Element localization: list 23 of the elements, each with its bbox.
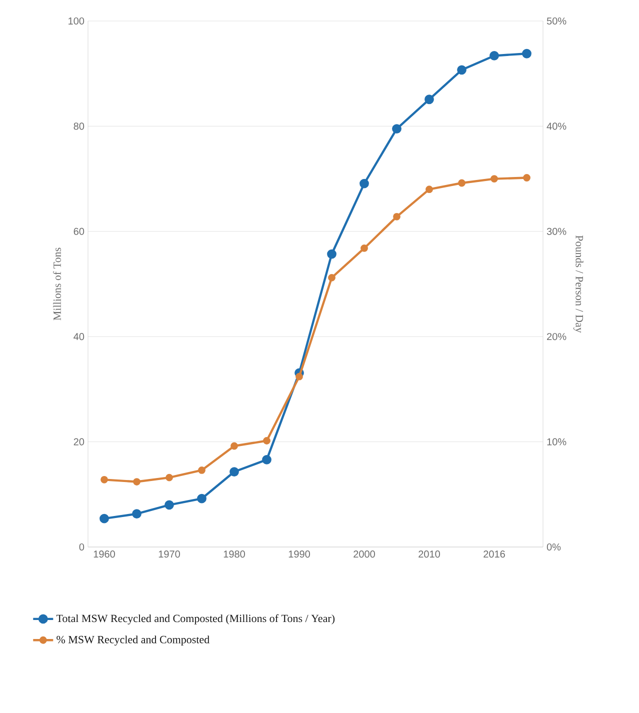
y2-tick-label: 30% — [546, 228, 566, 235]
y-tick-label: 60 — [74, 228, 84, 235]
x-tick-label: 2016 — [484, 550, 505, 558]
y-tick-label: 0 — [79, 543, 84, 551]
y2-tick-label: 10% — [547, 438, 566, 446]
x-tick-label: 1980 — [224, 550, 245, 558]
legend-label: Total MSW Recycled and Composted (Millions of Tons / Year) — [56, 614, 335, 624]
y2-tick-label: 50% — [546, 17, 566, 25]
y-tick-label: 80 — [74, 122, 84, 130]
y2-tick-label: 40% — [546, 122, 566, 130]
legend-label: % MSW Recycled and Composted — [56, 636, 210, 646]
y-tick-label: 100 — [68, 17, 84, 25]
x-tick-label: 2010 — [418, 550, 440, 558]
y2-tick-label: 0% — [546, 543, 561, 551]
x-tick-label: 2000 — [354, 550, 375, 558]
x-tick-label: 1990 — [288, 550, 310, 558]
y-tick-label: 40 — [74, 333, 84, 340]
x-tick-label: 1960 — [94, 550, 115, 558]
y-axis-title: Millions of Tons — [53, 248, 61, 320]
y2-axis-title: Pounds / Person / Day — [573, 235, 584, 333]
y-tick-label: 20 — [74, 438, 84, 446]
y2-tick-label: 20% — [547, 333, 566, 340]
x-tick-label: 1970 — [158, 550, 180, 558]
